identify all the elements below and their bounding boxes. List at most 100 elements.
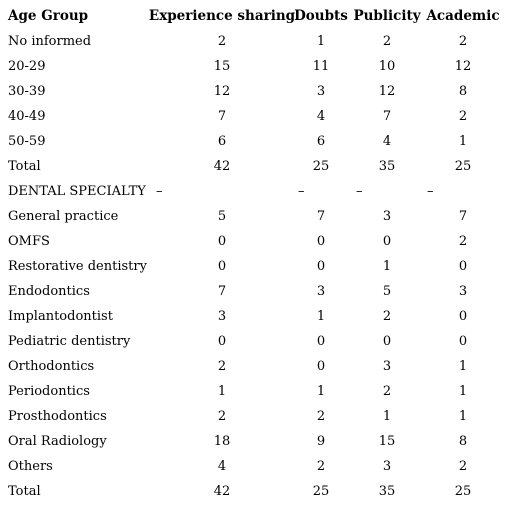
row-value: 0: [458, 334, 468, 349]
row-value: 42: [213, 159, 231, 174]
row-value: 2: [382, 309, 392, 324]
age-group-row: 20-29 15 11 10 12: [0, 54, 506, 79]
row-label: Oral Radiology: [8, 434, 107, 449]
row-label: General practice: [8, 209, 119, 224]
row-value: 2: [382, 34, 392, 49]
row-value: 7: [316, 209, 326, 224]
row-value: 7: [382, 109, 392, 124]
row-value: 0: [316, 334, 326, 349]
header-academic: Academic: [426, 8, 500, 24]
row-value: 1: [458, 359, 468, 374]
row-value: 0: [382, 334, 392, 349]
row-value: 3: [217, 309, 227, 324]
row-value: 4: [316, 109, 326, 124]
row-value: 1: [316, 309, 326, 324]
row-label: Total: [8, 159, 41, 174]
header-publicity: Publicity: [353, 8, 421, 24]
row-value: 1: [458, 384, 468, 399]
specialty-row: Oral Radiology 18 9 15 8: [0, 429, 506, 454]
row-value: 1: [316, 384, 326, 399]
row-label: 50-59: [8, 134, 46, 149]
specialty-row: Others 4 2 3 2: [0, 454, 506, 479]
row-value: 8: [458, 84, 468, 99]
row-value: 1: [458, 409, 468, 424]
row-value: 25: [454, 159, 472, 174]
row-label: DENTAL SPECIALTY: [8, 184, 146, 199]
row-value: 12: [213, 84, 231, 99]
specialty-row: Implantodontist 3 1 2 0: [0, 304, 506, 329]
row-value: 2: [316, 459, 326, 474]
row-label: 20-29: [8, 59, 46, 74]
row-value: 1: [316, 34, 326, 49]
row-value: 10: [378, 59, 396, 74]
row-value: 0: [217, 234, 227, 249]
row-value: 4: [382, 134, 392, 149]
specialty-row: Restorative dentistry 0 0 1 0: [0, 254, 506, 279]
row-value: 0: [316, 259, 326, 274]
row-label: Restorative dentistry: [8, 259, 147, 274]
row-value: 0: [458, 309, 468, 324]
row-value: 6: [316, 134, 326, 149]
row-label: Periodontics: [8, 384, 90, 399]
row-label: Implantodontist: [8, 309, 113, 324]
row-label: OMFS: [8, 234, 50, 249]
row-value: 3: [382, 459, 392, 474]
header-doubts: Doubts: [294, 8, 348, 24]
row-value: –: [427, 184, 434, 199]
row-value: 0: [316, 359, 326, 374]
row-value: 5: [382, 284, 392, 299]
row-value: –: [298, 184, 305, 199]
row-value: 18: [213, 434, 231, 449]
row-value: 0: [382, 234, 392, 249]
row-value: 2: [316, 409, 326, 424]
row-value: 2: [382, 384, 392, 399]
row-value: 12: [454, 59, 472, 74]
row-value: 3: [382, 359, 392, 374]
row-label: Others: [8, 459, 53, 474]
age-group-row: No informed 2 1 2 2: [0, 29, 506, 54]
row-value: 5: [217, 209, 227, 224]
row-label: Pediatric dentistry: [8, 334, 131, 349]
header-experience-sharing: Experience sharing: [148, 8, 296, 24]
row-value: 11: [312, 59, 330, 74]
row-value: 2: [458, 459, 468, 474]
row-label: 40-49: [8, 109, 46, 124]
row-value: 9: [316, 434, 326, 449]
row-label: Total: [8, 484, 41, 499]
age-group-row: 30-39 12 3 12 8: [0, 79, 506, 104]
specialty-row: General practice 5 7 3 7: [0, 204, 506, 229]
row-value: 3: [382, 209, 392, 224]
specialty-row: Periodontics 1 1 2 1: [0, 379, 506, 404]
table-header-row: Age Group Experience sharing Doubts Publ…: [0, 4, 506, 29]
row-value: 42: [213, 484, 231, 499]
age-group-row: 50-59 6 6 4 1: [0, 129, 506, 154]
row-value: 25: [312, 484, 330, 499]
row-label: Orthodontics: [8, 359, 95, 374]
row-value: 15: [213, 59, 231, 74]
row-value: 2: [217, 359, 227, 374]
age-group-row: 40-49 7 4 7 2: [0, 104, 506, 129]
specialty-row: Total 42 25 35 25: [0, 479, 506, 504]
row-value: 3: [458, 284, 468, 299]
row-value: 1: [382, 409, 392, 424]
row-value: 2: [458, 234, 468, 249]
row-value: 35: [378, 159, 396, 174]
row-value: 2: [458, 34, 468, 49]
row-value: 2: [458, 109, 468, 124]
age-group-row: Total 42 25 35 25: [0, 154, 506, 179]
row-label: Endodontics: [8, 284, 90, 299]
row-value: 15: [378, 434, 396, 449]
row-value: 0: [217, 334, 227, 349]
header-age-group: Age Group: [8, 8, 89, 24]
row-value: 0: [217, 259, 227, 274]
row-value: 2: [217, 409, 227, 424]
row-value: 3: [316, 284, 326, 299]
section-header-row: DENTAL SPECIALTY – – – –: [0, 179, 506, 204]
row-value: 35: [378, 484, 396, 499]
row-value: 0: [458, 259, 468, 274]
row-value: 12: [378, 84, 396, 99]
row-value: 2: [217, 34, 227, 49]
specialty-row: Endodontics 7 3 5 3: [0, 279, 506, 304]
specialty-row: Orthodontics 2 0 3 1: [0, 354, 506, 379]
